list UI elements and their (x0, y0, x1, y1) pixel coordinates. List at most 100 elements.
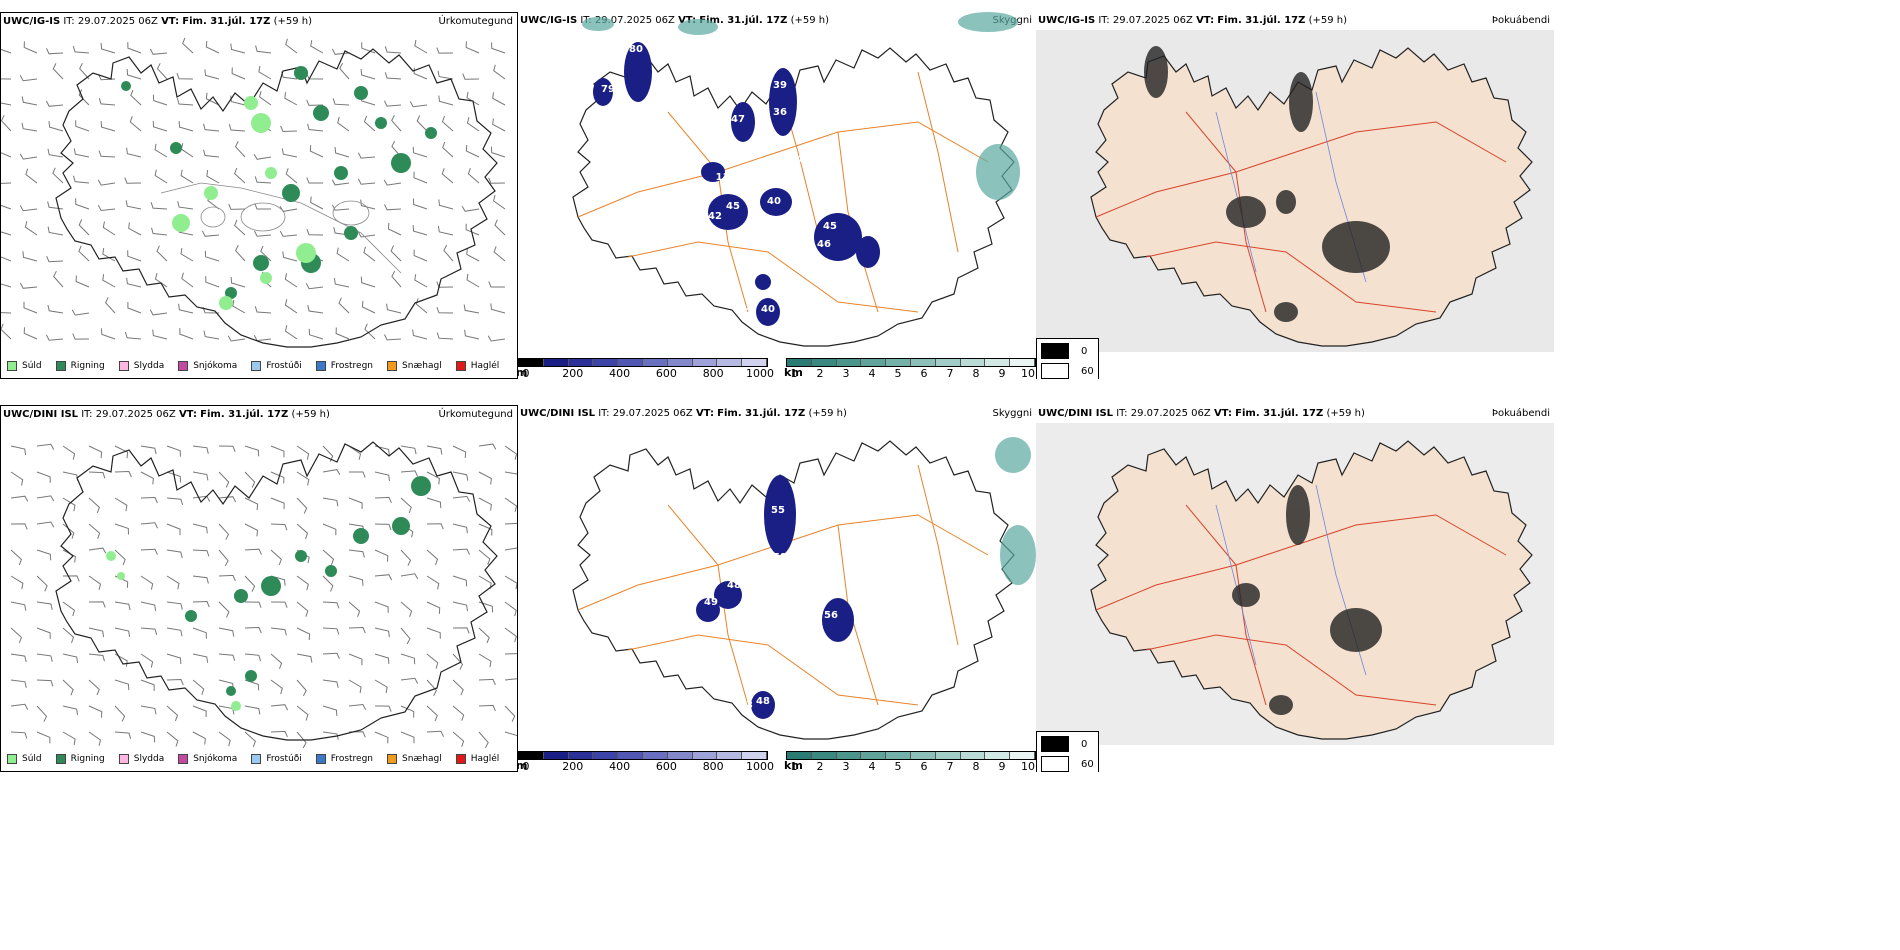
wind-barb (504, 653, 517, 655)
legend-swatch (178, 361, 189, 371)
wind-barb (478, 471, 492, 485)
wind-barb (361, 300, 376, 314)
wind-barb (322, 731, 339, 740)
glacier-outlines (160, 182, 402, 274)
fog-areas (1232, 485, 1382, 715)
wind-barb (234, 141, 246, 158)
wind-barbs (1, 37, 506, 342)
scale-segment (960, 752, 986, 759)
wind-barb (296, 679, 307, 697)
legend-item: Frostregn (315, 361, 373, 371)
panel-header: UWC/DINI ISL IT: 29.07.2025 06Z VT: Fim.… (1038, 408, 1365, 419)
scale-segment (1010, 752, 1035, 759)
scale-segment (985, 359, 1011, 366)
legend-swatch (7, 361, 17, 371)
wind-barb (504, 731, 517, 737)
scale-segment (568, 359, 594, 366)
wind-barb (62, 731, 76, 745)
fog-legend: 0 60 (1036, 731, 1099, 772)
wind-barb (218, 601, 230, 618)
wind-barb (176, 72, 194, 80)
legend-label: Frostúði (266, 754, 302, 764)
wind-barb (166, 549, 183, 559)
wind-barb (114, 705, 126, 722)
wind-barb (465, 223, 480, 236)
wind-barb (244, 497, 259, 511)
wind-barb (426, 730, 444, 737)
coastline (572, 440, 1015, 740)
wind-barb (466, 248, 480, 262)
scale-tick: 3 (842, 760, 850, 772)
wind-barb (114, 679, 130, 691)
ceiling-label: 49 (704, 597, 718, 608)
visibility-panel-row1: UWC/IG-IS IT: 29.07.2025 06Z VT: Fim. 31… (518, 12, 1036, 379)
wind-barb (384, 72, 402, 80)
wind-barb (270, 601, 288, 608)
scale-tick: 8 (972, 760, 980, 772)
wind-barb (114, 549, 126, 566)
wind-barb (36, 495, 55, 502)
wind-barb (493, 64, 506, 80)
wind-barb (218, 549, 229, 567)
wind-barb (253, 334, 272, 342)
legend-label: Frostregn (330, 754, 374, 764)
wind-barb (310, 196, 324, 210)
wind-barb (478, 523, 493, 536)
wind-barb (100, 42, 116, 54)
wind-barb (97, 204, 116, 212)
wind-barb (244, 471, 256, 488)
wind-barb (166, 705, 179, 722)
precip-map (10, 441, 517, 749)
scale-tick: 0 (522, 760, 530, 772)
wind-barb (218, 523, 230, 540)
scale-segment (836, 752, 862, 759)
wind-barb (205, 92, 220, 106)
wind-barb (192, 523, 208, 534)
wind-barb (452, 627, 470, 634)
wind-barb (400, 497, 412, 514)
fog-map (1036, 423, 1554, 745)
wind-barb (296, 653, 313, 663)
wind-barb (36, 443, 55, 450)
visibility-scale: 1 2 3 4 5 6 7 8 9 10 km (784, 358, 1036, 379)
wind-barb (192, 653, 209, 663)
scale-segment (543, 752, 569, 759)
wind-barb (374, 496, 392, 504)
wind-barb (192, 471, 209, 481)
scale-tick: 600 (655, 760, 677, 772)
wind-barb (182, 37, 194, 54)
wind-barb (426, 575, 440, 590)
wind-barb (322, 497, 339, 507)
wind-barb (413, 249, 428, 262)
scale-segment (935, 752, 961, 759)
legend-label: Rigning (70, 361, 105, 371)
wind-barb (478, 443, 497, 450)
wind-barb (488, 177, 506, 184)
wind-barb (296, 471, 310, 486)
scale-tick: 600 (655, 367, 677, 379)
precip-map (1, 37, 506, 348)
wind-barb (166, 678, 184, 686)
wind-barb (36, 521, 55, 528)
wind-barb (244, 575, 256, 592)
wind-barb (78, 89, 90, 106)
wind-barb (478, 549, 491, 565)
wind-barb (306, 177, 323, 184)
low-ceiling-areas (696, 475, 854, 719)
wind-barb (309, 145, 324, 158)
fog-label: 60 (1081, 365, 1094, 377)
scale-segment (910, 359, 936, 366)
scale-tick: 4 (868, 760, 876, 772)
wind-barb (436, 307, 454, 314)
wind-barb (140, 548, 158, 555)
wind-barb (19, 282, 38, 289)
wind-barb (166, 731, 179, 747)
legend-item: Haglél (455, 754, 499, 764)
wind-barb (306, 228, 324, 236)
wind-barb (126, 147, 142, 158)
scale-segment (811, 752, 837, 759)
wind-barb (25, 168, 38, 184)
wind-barb (504, 547, 517, 551)
legend-item: Súld (7, 754, 42, 764)
wind-barb (1, 256, 12, 262)
